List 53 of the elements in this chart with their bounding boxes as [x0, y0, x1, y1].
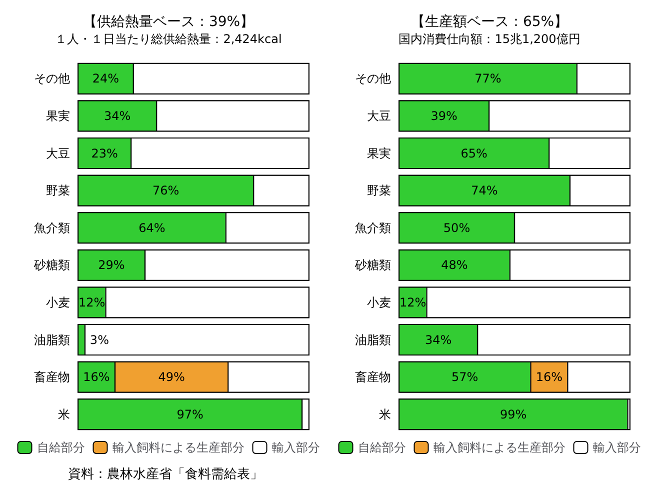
legend-label: 自給部分 [358, 440, 406, 454]
legend-label: 輸入部分 [592, 440, 641, 454]
y-tick-label: 米 [379, 407, 391, 422]
data-label: 65% [460, 146, 488, 160]
data-label: 57% [452, 370, 478, 384]
legend-label: 自給部分 [36, 440, 85, 454]
data-label: 23% [91, 146, 118, 160]
data-label: 64% [138, 220, 166, 235]
data-label: 29% [98, 258, 125, 272]
data-label: 39% [430, 108, 458, 123]
y-tick-label: 果実 [46, 108, 70, 123]
y-tick-label: その他 [355, 72, 391, 86]
y-tick-label: 小麦 [46, 295, 70, 310]
data-label: 48% [441, 258, 468, 272]
y-tick-label: 油脂類 [34, 332, 70, 347]
legend-label: 輸入部分 [272, 440, 320, 454]
chart-title: 【生産額ベース：65%】 [410, 14, 568, 30]
data-label: 77% [474, 72, 502, 86]
y-tick-label: 畜産物 [355, 370, 391, 384]
text: 資料：農林水産省「食料需給表」 [68, 466, 263, 482]
y-tick-label: 魚介類 [355, 220, 391, 235]
data-label: 74% [471, 184, 498, 198]
chart-subtitle: １人・１日当たり総供給熱量：2,424kcal [55, 32, 282, 46]
y-tick-label: 油脂類 [355, 332, 391, 347]
data-label: 12% [400, 295, 426, 310]
data-label: 34% [424, 332, 452, 347]
y-tick-label: 米 [58, 407, 70, 422]
y-tick-label: その他 [34, 72, 70, 86]
y-tick-label: 砂糖類 [33, 258, 70, 272]
y-tick-label: 小麦 [367, 295, 391, 310]
legend-label: 輸入飼料による生産部分 [112, 440, 244, 454]
legend-label: 輸入飼料による生産部分 [433, 440, 566, 454]
data-label: 49% [158, 370, 185, 384]
data-label: 24% [92, 72, 120, 86]
y-tick-label: 畜産物 [34, 370, 70, 384]
data-label: 16% [536, 370, 562, 384]
data-label: 97% [176, 407, 204, 422]
chart-subtitle: 国内消費仕向額：15兆1,200億円 [398, 32, 580, 46]
y-tick-label: 野菜 [367, 184, 391, 198]
data-label: 3% [90, 332, 109, 347]
data-label: 34% [104, 108, 131, 123]
data-label: 76% [152, 184, 180, 198]
data-label: 12% [78, 295, 106, 310]
data-label: 50% [443, 220, 470, 235]
y-tick-label: 砂糖類 [354, 258, 391, 272]
data-label: 16% [83, 370, 110, 384]
y-tick-label: 野菜 [46, 184, 70, 198]
y-tick-label: 大豆 [367, 108, 391, 123]
y-tick-label: 大豆 [46, 146, 70, 160]
chart-title: 【供給熱量ベース：39%】 [82, 14, 254, 30]
y-tick-label: 魚介類 [34, 220, 70, 235]
y-tick-label: 果実 [367, 146, 391, 160]
data-label: 99% [500, 407, 527, 422]
